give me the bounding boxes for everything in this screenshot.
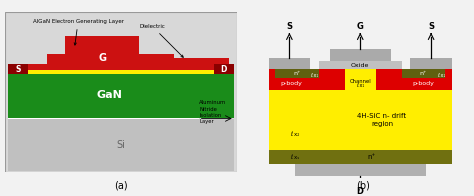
Bar	[295, 164, 426, 176]
Bar	[8, 70, 234, 74]
Text: (a): (a)	[114, 180, 128, 190]
Bar	[8, 118, 199, 119]
Text: Channel: Channel	[349, 79, 371, 84]
Text: ℓ x₁: ℓ x₁	[310, 73, 319, 78]
Text: Dielectric: Dielectric	[139, 24, 183, 57]
Bar	[214, 64, 234, 74]
Bar	[269, 69, 347, 90]
Bar	[410, 58, 452, 69]
Text: AlGaN Electron Generating Layer: AlGaN Electron Generating Layer	[33, 19, 124, 45]
Bar	[269, 58, 310, 69]
Bar	[46, 54, 174, 64]
Text: S: S	[286, 22, 292, 31]
Bar	[8, 74, 234, 118]
Text: G: G	[357, 22, 364, 31]
Bar	[8, 64, 234, 70]
Bar	[275, 69, 319, 78]
Text: D: D	[357, 187, 364, 196]
Bar	[374, 69, 452, 90]
Text: GaN: GaN	[96, 90, 122, 100]
Text: p-body: p-body	[412, 81, 434, 86]
Text: ℓ x₂: ℓ x₂	[290, 132, 300, 137]
Text: ℓ xₛ: ℓ xₛ	[290, 155, 300, 160]
Text: 4H-SiC n- drift
region: 4H-SiC n- drift region	[357, 113, 407, 127]
Text: D: D	[220, 64, 227, 74]
Text: (b): (b)	[356, 180, 370, 190]
Bar	[65, 36, 139, 54]
Bar	[401, 69, 445, 78]
Bar	[269, 90, 452, 151]
Text: Si: Si	[117, 140, 125, 150]
Bar	[269, 151, 452, 164]
Text: n⁺: n⁺	[420, 71, 427, 76]
Text: ℓ x₁: ℓ x₁	[356, 83, 365, 88]
Bar	[8, 119, 234, 171]
Text: S: S	[16, 64, 21, 74]
Bar	[330, 49, 391, 61]
Bar	[8, 64, 28, 74]
Bar	[345, 69, 375, 90]
Text: Oxide: Oxide	[351, 63, 369, 67]
Text: p-body: p-body	[281, 81, 302, 86]
Text: Aluminum
Nitride
Isolation
Layer: Aluminum Nitride Isolation Layer	[200, 100, 227, 124]
Text: ℓ x₁: ℓ x₁	[437, 73, 445, 78]
Text: n⁺: n⁺	[367, 154, 375, 161]
Text: G: G	[98, 53, 106, 63]
Bar	[174, 58, 229, 64]
Text: n⁺: n⁺	[293, 71, 301, 76]
Text: S: S	[428, 22, 434, 31]
Bar	[319, 61, 401, 69]
